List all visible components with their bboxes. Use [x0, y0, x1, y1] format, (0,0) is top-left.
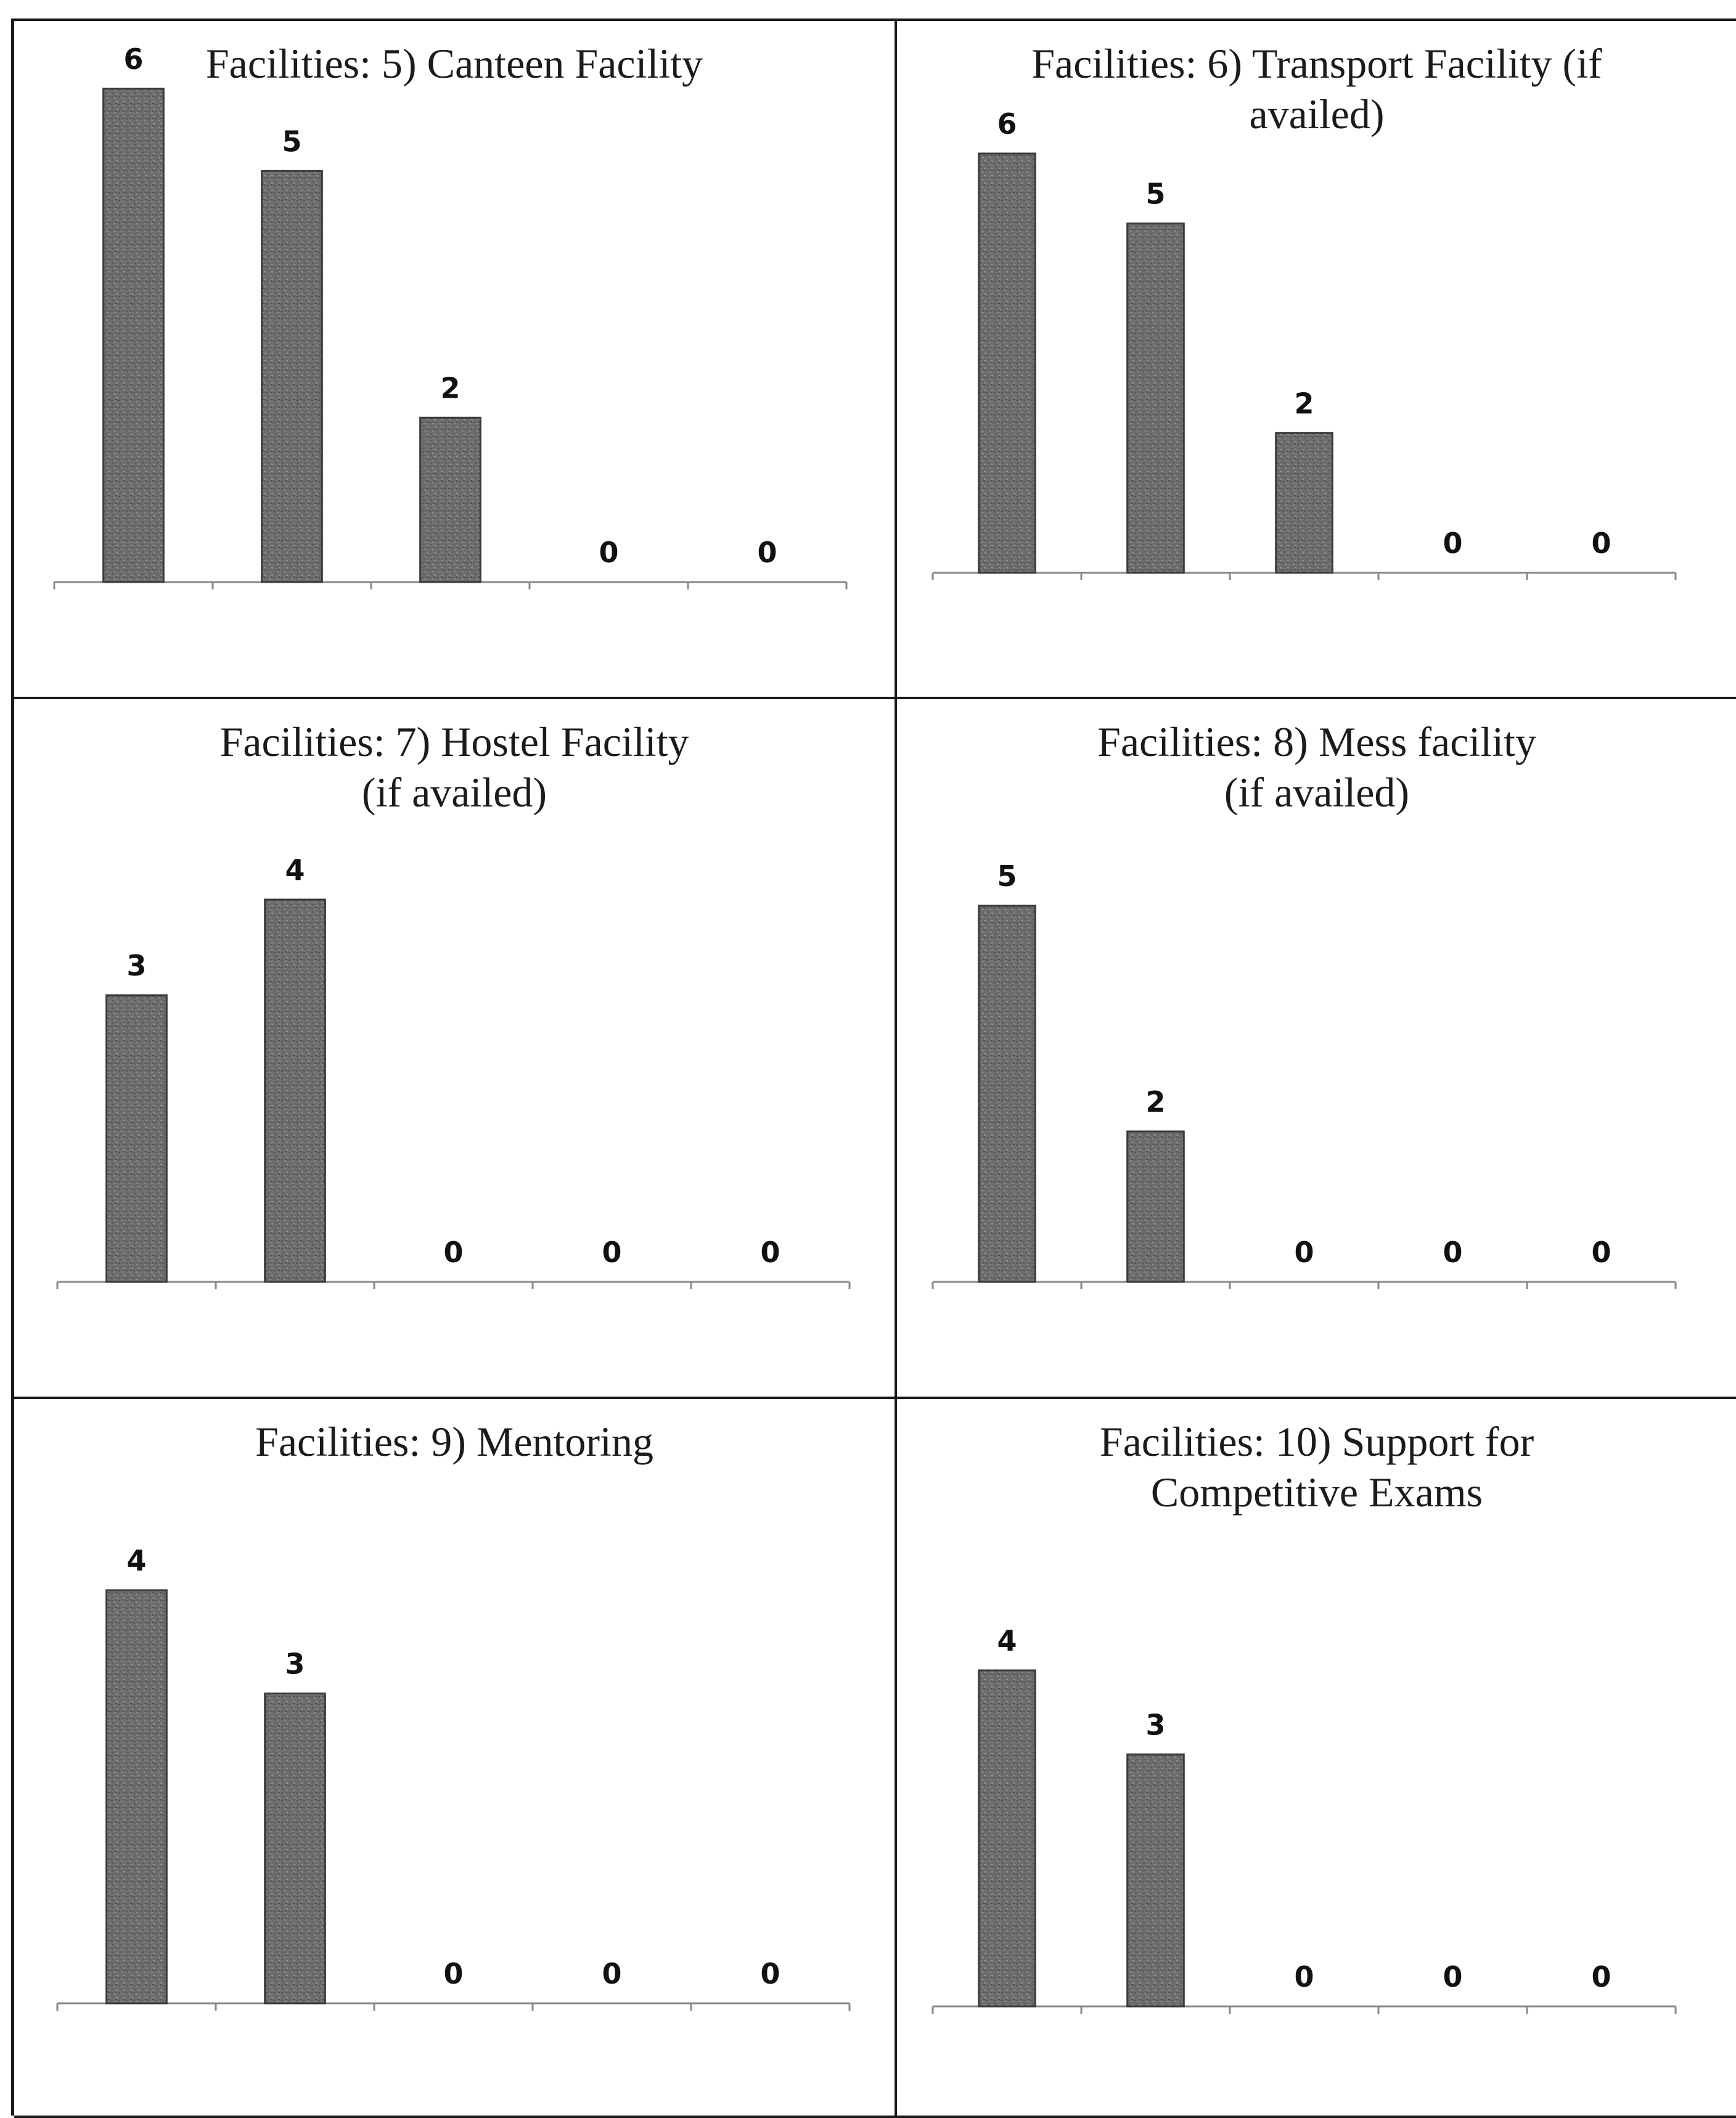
bar-value-label: 5 — [1145, 177, 1165, 210]
bar-chart-mess: 5 2 0 0 0 — [931, 860, 1677, 1289]
bar-value-label: 0 — [760, 1957, 780, 1990]
bar — [978, 1669, 1036, 2008]
bar — [261, 170, 323, 583]
bar-value-label: 4 — [126, 1544, 146, 1577]
bar — [978, 905, 1036, 1283]
bar-value-label: 5 — [997, 860, 1017, 893]
bar — [1126, 222, 1185, 574]
chart-title: Facilities: 10) Support for Competitive … — [1099, 1418, 1534, 1516]
bar — [978, 152, 1036, 574]
chart-title: Facilities: 7) Hostel Facility (if avail… — [219, 718, 689, 816]
bar-value-label: 0 — [1443, 1236, 1462, 1269]
chart-title: Facilities: 5) Canteen Facility — [205, 40, 703, 87]
bar-value-label: 0 — [1591, 1236, 1611, 1269]
bar-value-label: 5 — [282, 125, 301, 158]
chart-panel-competitive-exams: Facilities: 10) Support for Competitive … — [897, 1399, 1736, 2118]
bar-chart-hostel: 3 4 0 0 0 — [56, 853, 851, 1289]
bar-value-label: 2 — [1294, 387, 1314, 420]
bar-value-label: 0 — [1443, 1960, 1462, 1993]
bar-chart-mentoring: 4 3 0 0 0 — [56, 1544, 851, 2011]
bar-value-label: 0 — [1294, 1236, 1314, 1269]
chart-panel-transport: Facilities: 6) Transport Facility (if av… — [897, 21, 1736, 699]
bar-value-label: 0 — [1591, 1960, 1611, 1993]
bar — [264, 898, 326, 1283]
bar-value-label: 0 — [443, 1236, 463, 1269]
bar-value-label: 6 — [123, 43, 143, 76]
bar-value-label: 3 — [1145, 1708, 1165, 1741]
chart-panel-mentoring: Facilities: 9) Mentoring 4 3 0 0 0 — [14, 1399, 897, 2118]
chart-panel-mess: Facilities: 8) Mess facility (if availed… — [897, 699, 1736, 1399]
bar — [105, 994, 168, 1283]
bar — [105, 1589, 168, 2005]
chart-panel-canteen: Facilities: 5) Canteen Facility 6 5 2 0 0 — [14, 21, 897, 699]
bar — [1126, 1753, 1185, 2008]
bar-value-label: 2 — [440, 371, 460, 404]
bar-chart-competitive-exams: 4 3 0 0 0 — [931, 1624, 1677, 2014]
bar-value-label: 3 — [285, 1648, 305, 1681]
bar-value-label: 0 — [602, 1957, 621, 1990]
chart-title: Facilities: 9) Mentoring — [255, 1418, 653, 1465]
bar-value-label: 2 — [1145, 1085, 1165, 1119]
bar-value-label: 4 — [285, 853, 305, 887]
bar-chart-transport: 6 5 2 0 0 — [931, 107, 1677, 580]
bar-value-label: 3 — [126, 949, 146, 982]
bar-value-label: 4 — [997, 1624, 1017, 1657]
bar — [419, 416, 481, 583]
bar-value-label: 0 — [443, 1957, 463, 1990]
bar-value-label: 0 — [757, 536, 777, 569]
bar — [264, 1693, 326, 2005]
bar-value-label: 0 — [599, 536, 618, 569]
bar-value-label: 0 — [602, 1236, 621, 1269]
charts-grid: Facilities: 5) Canteen Facility 6 5 2 0 0 Fa… — [11, 18, 1736, 2118]
bar — [1275, 432, 1333, 574]
chart-title: Facilities: 8) Mess facility (if availed… — [1097, 718, 1536, 816]
bar — [102, 88, 165, 583]
bar-value-label: 0 — [760, 1236, 780, 1269]
bar-value-label: 6 — [997, 107, 1017, 141]
bar-value-label: 0 — [1294, 1960, 1314, 1993]
bar-value-label: 0 — [1443, 527, 1462, 560]
bar-chart-canteen: 6 5 2 0 0 — [53, 43, 848, 589]
bar — [1126, 1130, 1185, 1283]
bar-value-label: 0 — [1591, 527, 1611, 560]
chart-title: Facilities: 6) Transport Facility (if av… — [1031, 40, 1602, 138]
chart-panel-hostel: Facilities: 7) Hostel Facility (if avail… — [14, 699, 897, 1399]
